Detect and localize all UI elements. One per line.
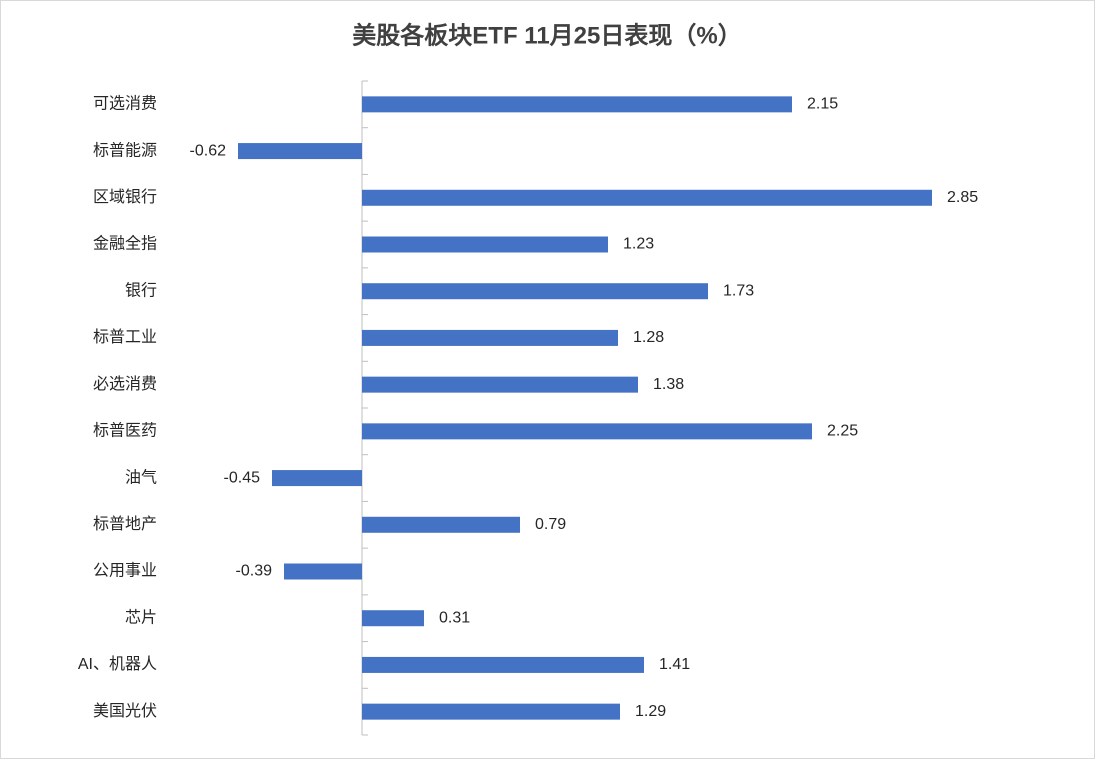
- bar: [362, 516, 520, 533]
- value-label: 1.29: [635, 703, 666, 720]
- chart-title: 美股各板块ETF 11月25日表现（%）: [352, 21, 741, 49]
- bar: [238, 143, 362, 160]
- category-label: 标普工业: [93, 328, 157, 346]
- bar: [362, 610, 424, 627]
- value-label: 2.85: [947, 189, 978, 206]
- bar: [362, 283, 708, 300]
- bar: [284, 563, 362, 580]
- bar: [362, 189, 932, 206]
- bar: [362, 376, 638, 393]
- category-label: 公用事业: [93, 562, 157, 580]
- category-label: 必选消费: [93, 375, 157, 393]
- category-label: 银行: [125, 281, 157, 299]
- bar: [362, 703, 620, 720]
- bar: [362, 423, 812, 440]
- category-label: 可选消费: [93, 95, 157, 113]
- category-label: 标普能源: [93, 141, 157, 159]
- category-label: 标普地产: [93, 515, 157, 533]
- category-label: 区域银行: [93, 188, 157, 206]
- value-label: -0.45: [224, 469, 261, 486]
- category-label: 金融全指: [93, 235, 157, 253]
- bar: [362, 96, 792, 113]
- value-label: 1.73: [723, 282, 754, 299]
- value-label: 2.25: [827, 423, 858, 440]
- category-label: 芯片: [125, 608, 157, 626]
- value-label: 1.38: [653, 376, 684, 393]
- bar: [272, 470, 362, 487]
- value-label: 1.41: [659, 656, 690, 673]
- bar: [362, 656, 644, 673]
- category-label: 美国光伏: [93, 702, 157, 720]
- category-label: AI、机器人: [78, 655, 157, 673]
- value-label: 0.31: [439, 609, 470, 626]
- bar: [362, 236, 608, 253]
- bar: [362, 329, 618, 346]
- value-label: 2.15: [807, 96, 838, 113]
- category-label: 油气: [125, 468, 157, 486]
- category-label: 标普医药: [93, 422, 157, 440]
- value-label: -0.62: [190, 142, 227, 159]
- value-label: -0.39: [236, 563, 273, 580]
- value-label: 1.28: [633, 329, 664, 346]
- value-label: 0.79: [535, 516, 566, 533]
- value-label: 1.23: [623, 236, 654, 253]
